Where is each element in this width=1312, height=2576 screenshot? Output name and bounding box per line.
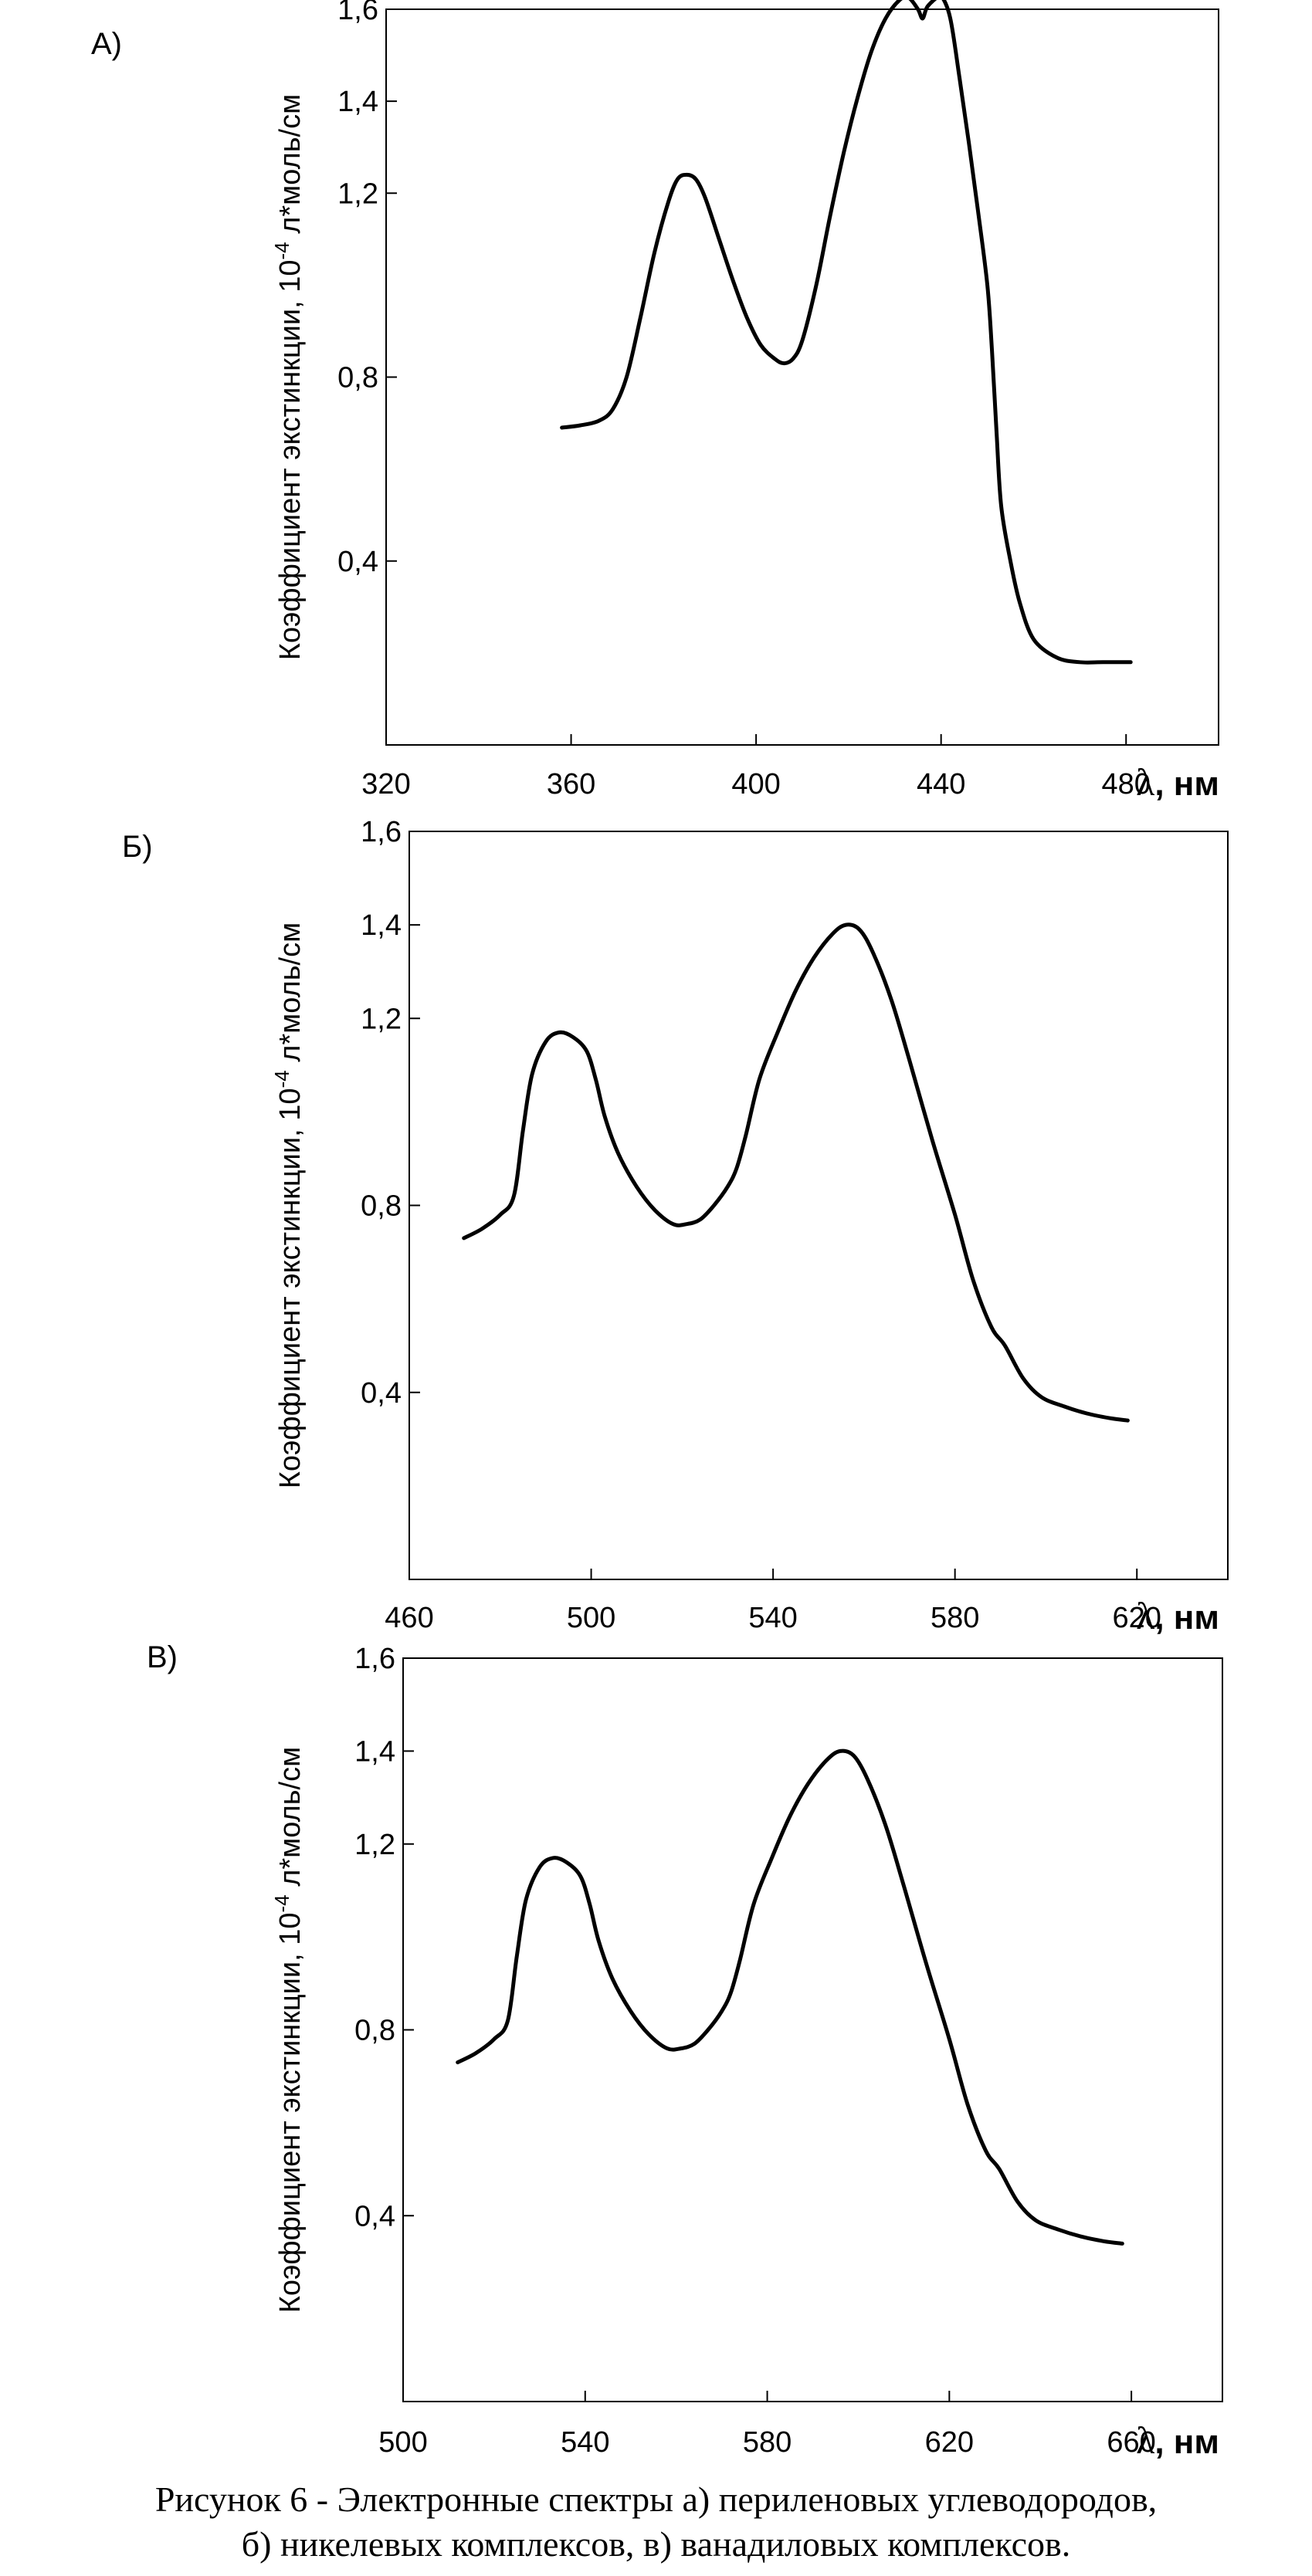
- x-axis-label: λ, нм: [1136, 1594, 1219, 1637]
- x-axis-label: λ, нм: [1136, 760, 1219, 804]
- spectrum-line-1: [560, 0, 1133, 665]
- x-tick-label: 500: [567, 1602, 615, 1634]
- y-axis-label-main: Коэффициент экстинкции, 10: [274, 259, 307, 660]
- spectrum-line-1: [462, 922, 1130, 1423]
- x-axis-label-symbol: λ: [1136, 2419, 1154, 2462]
- y-tick-label: 0,4: [337, 546, 378, 578]
- y-axis-label: Коэффициент экстинкции, 10-4 л*моль/см: [270, 1747, 307, 2314]
- x-tick-label: 660: [1107, 2426, 1155, 2459]
- y-axis-label: Коэффициент экстинкции, 10-4 л*моль/см: [270, 922, 307, 1489]
- y-tick-label: 1,6: [361, 816, 402, 848]
- panel-label: В): [147, 1640, 178, 1674]
- y-tick-label: 1,4: [361, 909, 402, 942]
- x-tick-label: 540: [748, 1602, 797, 1634]
- y-tick-label: 1,2: [337, 178, 378, 210]
- x-tick-label: 360: [547, 768, 595, 801]
- y-tick-label: 0,8: [361, 1190, 402, 1223]
- y-tick-label: 0,4: [361, 1377, 402, 1410]
- y-tick-label: 0,8: [354, 2015, 395, 2047]
- y-tick-label: 1,2: [361, 1003, 402, 1035]
- y-tick-label: 1,4: [337, 86, 378, 118]
- y-tick-label: 1,4: [354, 1735, 395, 1768]
- x-axis-label-symbol: λ: [1136, 760, 1154, 804]
- x-tick-label: 320: [361, 768, 410, 801]
- x-tick-label: 400: [731, 768, 780, 801]
- y-axis-label-unit: л*моль/см: [274, 922, 307, 1071]
- chart-panel-1: А) 0,4 0,8 1,2 1,4 1,6 320 360 400 440 480 Коэффици…: [91, 0, 1219, 804]
- x-tick-label: 500: [378, 2426, 427, 2459]
- plot-frame: [385, 8, 1219, 746]
- chart-panel-2: Б) 0,4 0,8 1,2 1,4 1,6 460 500 540 580 620 Коэффици…: [122, 816, 1229, 1637]
- x-axis-label: λ, нм: [1136, 2419, 1219, 2462]
- x-tick-label: 540: [561, 2426, 609, 2459]
- y-axis-label: Коэффициент экстинкции, 10-4 л*моль/см: [270, 94, 307, 661]
- x-tick-label: 460: [385, 1602, 433, 1634]
- y-axis-label-exponent: -4: [270, 1894, 293, 1912]
- y-tick-label: 0,8: [337, 362, 378, 394]
- y-axis-label-main: Коэффициент экстинкции, 10: [274, 1088, 307, 1488]
- figure-caption-line-1: Рисунок 6 - Электронные спектры а) перил…: [154, 2480, 1158, 2519]
- x-tick-label: 480: [1102, 768, 1151, 801]
- y-tick-label: 1,6: [354, 1643, 395, 1675]
- y-tick-label: 1,2: [354, 1829, 395, 1861]
- x-axis-label-unit: , нм: [1154, 2423, 1219, 2461]
- x-tick-label: 440: [917, 768, 965, 801]
- figure-caption-line-2: б) никелевых комплексов, в) ванадиловых …: [241, 2524, 1071, 2564]
- x-axis-label-unit: , нм: [1154, 1599, 1219, 1637]
- y-axis-label-exponent: -4: [270, 1070, 293, 1088]
- y-axis-label-unit: л*моль/см: [274, 94, 307, 242]
- x-axis-label-symbol: λ: [1136, 1594, 1154, 1637]
- x-tick-label: 620: [925, 2426, 974, 2459]
- x-tick-label: 580: [931, 1602, 979, 1634]
- y-axis-label-exponent: -4: [270, 242, 293, 259]
- plot-frame: [409, 831, 1229, 1580]
- y-tick-label: 0,4: [354, 2200, 395, 2232]
- chart-panel-3: В) 0,4 0,8 1,2 1,4 1,6 500 540 580 620 660 Коэффици…: [147, 1640, 1223, 2462]
- panel-label: А): [91, 27, 122, 61]
- y-tick-label: 1,6: [337, 0, 378, 26]
- x-tick-label: 620: [1113, 1602, 1161, 1634]
- plot-frame: [402, 1657, 1223, 2402]
- x-tick-label: 580: [743, 2426, 792, 2459]
- spectrum-line-1: [456, 1748, 1124, 2246]
- y-axis-label-unit: л*моль/см: [274, 1747, 307, 1895]
- x-axis-label-unit: , нм: [1154, 765, 1219, 803]
- y-axis-label-main: Коэффициент экстинкции, 10: [274, 1912, 307, 2313]
- panel-label: Б): [122, 830, 153, 864]
